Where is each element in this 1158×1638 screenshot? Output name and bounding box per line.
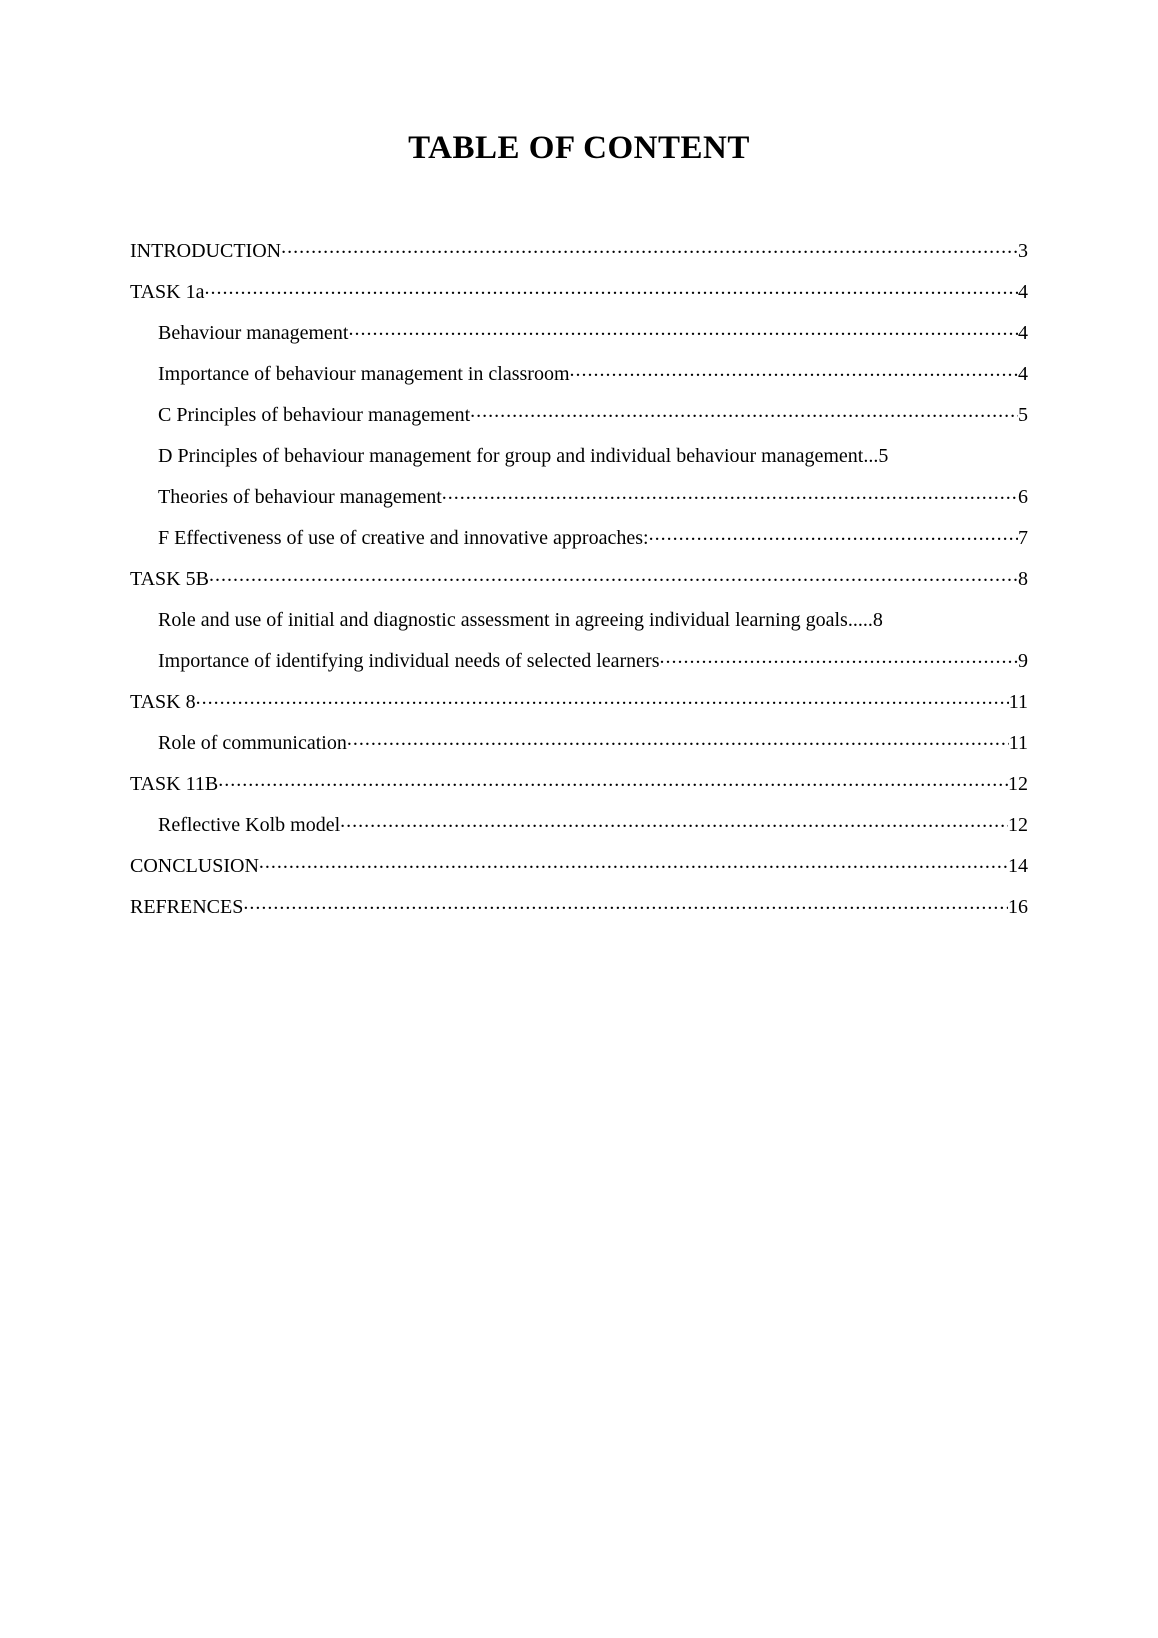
toc-label: D Principles of behaviour management for… <box>158 446 878 466</box>
toc-page-number: 12 <box>1008 774 1028 794</box>
toc-row: TASK 1a 4 <box>130 278 1028 302</box>
toc-row: Behaviour management 4 <box>130 319 1028 343</box>
page-title: TABLE OF CONTENT <box>130 130 1028 167</box>
toc-leader <box>649 524 1018 544</box>
toc-page-number: 7 <box>1018 528 1028 548</box>
toc-label: Reflective Kolb model <box>158 815 340 835</box>
toc-row: Importance of behaviour management in cl… <box>130 360 1028 384</box>
toc-row: D Principles of behaviour management for… <box>130 442 1028 466</box>
toc-label: Role of communication <box>158 733 347 753</box>
toc-leader <box>205 278 1018 298</box>
toc-page-number: 11 <box>1009 692 1028 712</box>
toc-label: TASK 1a <box>130 282 205 302</box>
toc-label: Behaviour management <box>158 323 349 343</box>
toc-page-number: 14 <box>1008 856 1028 876</box>
toc-label: C Principles of behaviour management <box>158 405 470 425</box>
toc-leader <box>349 319 1019 339</box>
toc-page-number: 9 <box>1018 651 1028 671</box>
toc-leader <box>209 565 1018 585</box>
toc-row: Reflective Kolb model 12 <box>130 811 1028 835</box>
toc-leader <box>570 360 1018 380</box>
toc-label: CONCLUSION <box>130 856 259 876</box>
toc-row: C Principles of behaviour management 5 <box>130 401 1028 425</box>
toc-page-number: 5 <box>1018 405 1028 425</box>
toc-leader <box>470 401 1018 421</box>
toc-label: Importance of identifying individual nee… <box>158 651 659 671</box>
toc-row: TASK 11B 12 <box>130 770 1028 794</box>
toc-page-number: 3 <box>1018 241 1028 261</box>
toc-row: TASK 5B 8 <box>130 565 1028 589</box>
toc-page-number: 4 <box>1018 364 1028 384</box>
toc-leader <box>259 852 1008 872</box>
toc-page-number: 6 <box>1018 487 1028 507</box>
toc-row: Role of communication 11 <box>130 729 1028 753</box>
toc-row: Importance of identifying individual nee… <box>130 647 1028 671</box>
toc-row: CONCLUSION 14 <box>130 852 1028 876</box>
toc-leader <box>281 237 1018 257</box>
toc-page-number: 11 <box>1009 733 1028 753</box>
toc-label: Role and use of initial and diagnostic a… <box>158 610 873 630</box>
toc-page-number: 8 <box>873 610 883 630</box>
toc-leader <box>347 729 1009 749</box>
toc-page-number: 4 <box>1018 323 1028 343</box>
toc-page-number: 12 <box>1008 815 1028 835</box>
table-of-contents: INTRODUCTION3TASK 1a4Behaviour managemen… <box>130 237 1028 917</box>
toc-label: TASK 8 <box>130 692 196 712</box>
toc-row: TASK 8 11 <box>130 688 1028 712</box>
toc-page-number: 5 <box>878 446 888 466</box>
toc-leader <box>218 770 1008 790</box>
toc-row: F Effectiveness of use of creative and i… <box>130 524 1028 548</box>
toc-page-number: 8 <box>1018 569 1028 589</box>
toc-page-number: 16 <box>1008 897 1028 917</box>
toc-label: Importance of behaviour management in cl… <box>158 364 570 384</box>
toc-row: REFRENCES 16 <box>130 893 1028 917</box>
toc-row: Theories of behaviour management 6 <box>130 483 1028 507</box>
toc-leader <box>442 483 1018 503</box>
toc-leader <box>196 688 1009 708</box>
toc-label: TASK 11B <box>130 774 218 794</box>
toc-row: INTRODUCTION 3 <box>130 237 1028 261</box>
toc-label: REFRENCES <box>130 897 243 917</box>
toc-leader <box>659 647 1018 667</box>
toc-label: INTRODUCTION <box>130 241 281 261</box>
toc-row: Role and use of initial and diagnostic a… <box>130 606 1028 630</box>
toc-page-number: 4 <box>1018 282 1028 302</box>
toc-label: TASK 5B <box>130 569 209 589</box>
toc-label: Theories of behaviour management <box>158 487 442 507</box>
toc-leader <box>340 811 1008 831</box>
toc-label: F Effectiveness of use of creative and i… <box>158 528 649 548</box>
toc-leader <box>243 893 1008 913</box>
